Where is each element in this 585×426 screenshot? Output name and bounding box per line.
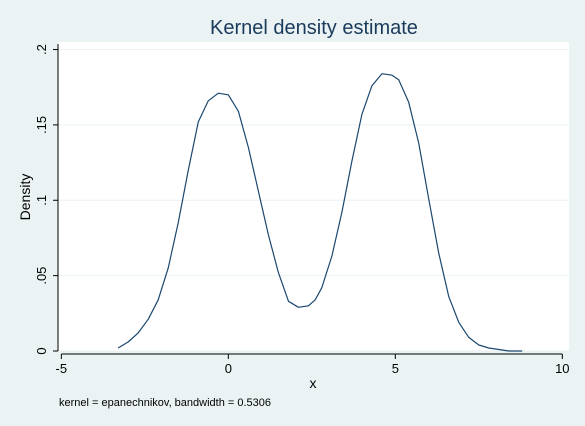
y-tick-label: 0: [34, 347, 49, 354]
y-axis-label: Density: [17, 174, 33, 221]
x-tick-label: 10: [555, 361, 569, 376]
axes: [53, 44, 563, 359]
y-tick-label: .1: [34, 195, 49, 206]
kernel-note: kernel = epanechnikov, bandwidth = 0.530…: [59, 397, 271, 409]
tick-labels: 0 .05 .1 .15 .2 -5 0 5 10: [34, 44, 570, 376]
density-series-line: [117, 73, 523, 352]
plot-area: [58, 42, 569, 351]
y-tick-label: .15: [34, 116, 49, 134]
series-layer: [117, 73, 523, 352]
gridlines: [58, 49, 569, 352]
chart-title: Kernel density estimate: [210, 17, 418, 39]
x-tick-label: 5: [392, 361, 399, 376]
y-tick-label: .2: [34, 44, 49, 55]
x-tick-label: -5: [56, 361, 68, 376]
x-tick-label: 0: [225, 361, 232, 376]
y-tick-label: .05: [34, 267, 49, 285]
x-axis-label: x: [310, 375, 317, 391]
